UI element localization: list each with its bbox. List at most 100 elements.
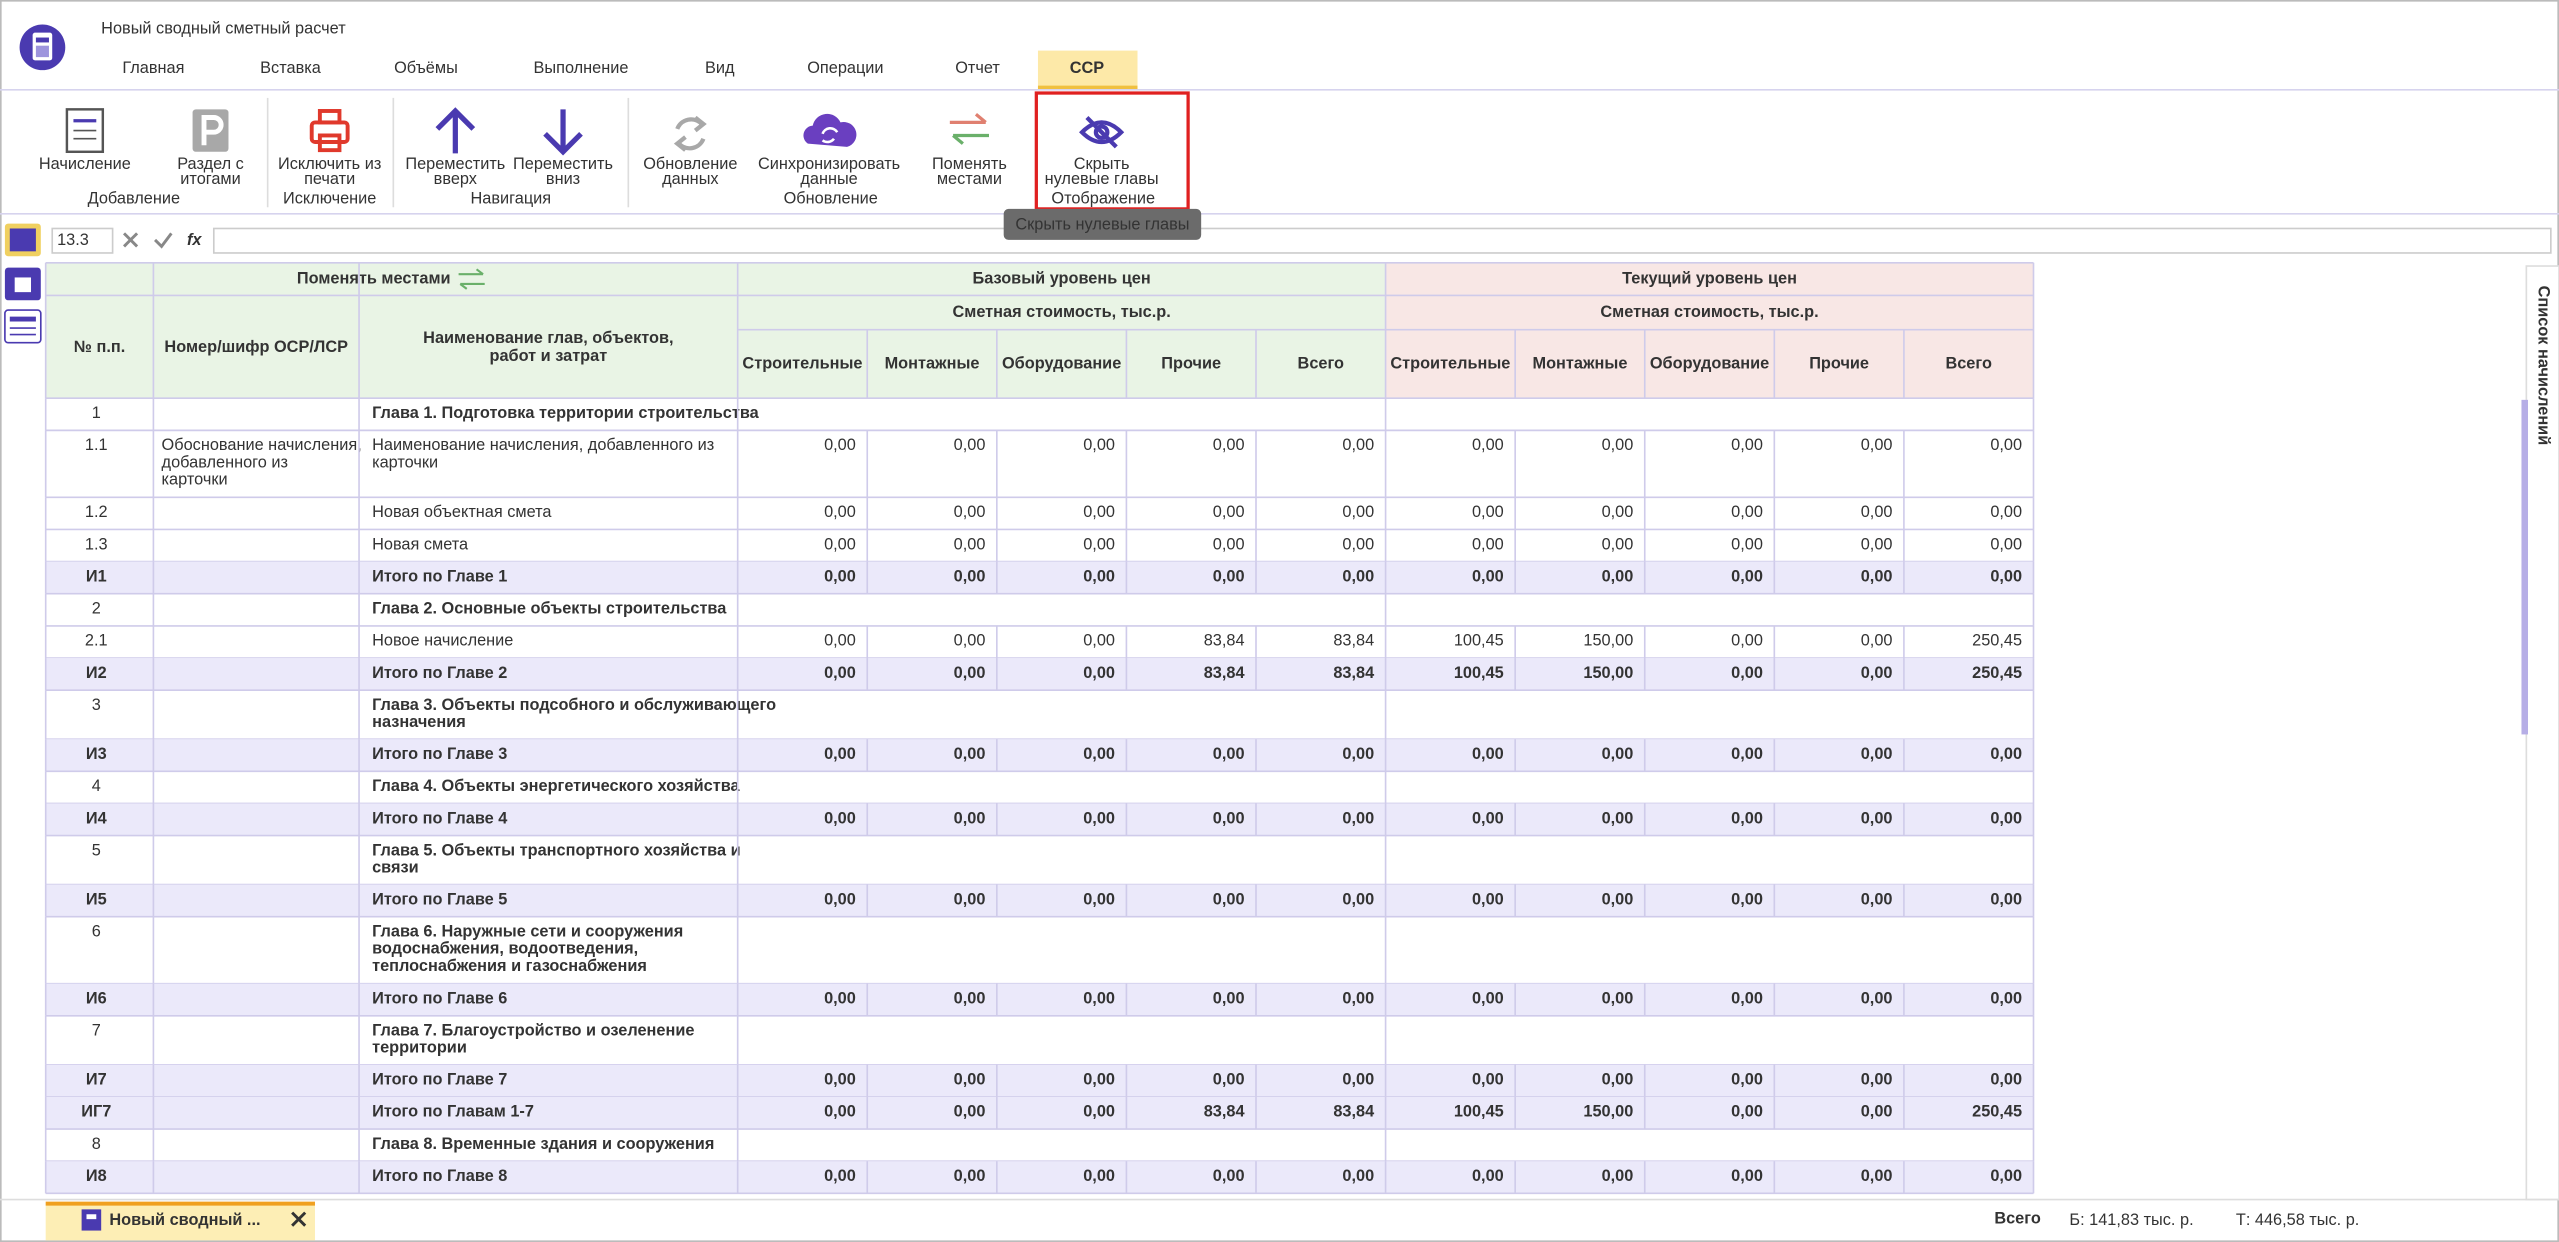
- cell-value: 0,00: [1990, 535, 2022, 553]
- cell-value: 0,00: [1861, 745, 1893, 763]
- row-name: Глава 1. Подготовка территории строитель…: [372, 404, 760, 422]
- cell-value: 0,00: [1083, 989, 1115, 1007]
- cell-value: 0,00: [1342, 989, 1374, 1007]
- ribbon-button-label[interactable]: нулевые главы: [1045, 170, 1159, 188]
- row-name: Новое начисление: [372, 632, 513, 650]
- cell-value: 0,00: [1472, 503, 1504, 521]
- row-name: Новая объектная смета: [372, 503, 552, 521]
- cell-value: 0,00: [954, 436, 986, 454]
- ribbon-button-label[interactable]: Переместить: [513, 155, 613, 173]
- row-name: Итого по Главе 5: [372, 890, 507, 908]
- menu-tab[interactable]: Объёмы: [394, 59, 458, 77]
- menu-tab[interactable]: Вставка: [260, 59, 322, 77]
- cell-value: 0,00: [824, 664, 856, 682]
- row-number: 7: [92, 1022, 101, 1040]
- ribbon-button-label[interactable]: данные: [800, 170, 857, 188]
- menu-tab[interactable]: Вид: [705, 59, 735, 77]
- cell-value: 0,00: [1083, 809, 1115, 827]
- cell-value: 0,00: [1213, 989, 1245, 1007]
- cell-value: 0,00: [1731, 989, 1763, 1007]
- row-number: 4: [92, 777, 101, 795]
- row-name: Итого по Главе 2: [372, 664, 507, 682]
- cell-value: 0,00: [1602, 989, 1634, 1007]
- swap-icon: [458, 268, 485, 290]
- menu-tab[interactable]: Выполнение: [534, 59, 629, 77]
- cell-value: 250,45: [1972, 1103, 2022, 1121]
- cell-value: 0,00: [1731, 890, 1763, 908]
- row-name: Наименование начисления, добавленного из: [372, 436, 714, 454]
- cell-value: 0,00: [824, 503, 856, 521]
- row-name: Глава 7. Благоустройство и озеленение: [372, 1022, 694, 1040]
- ribbon-button-label[interactable]: Поменять: [932, 155, 1007, 173]
- scrollbar: [2521, 399, 2528, 735]
- cell-value: 0,00: [954, 535, 986, 553]
- ribbon-button-label[interactable]: местами: [937, 170, 1002, 188]
- cell-value: 0,00: [1990, 503, 2022, 521]
- side-icons: [4, 223, 42, 344]
- cell-value: 0,00: [1342, 503, 1374, 521]
- arrow-down-icon: [543, 109, 583, 156]
- cell-value: 0,00: [1602, 535, 1634, 553]
- cell-value: 250,45: [1972, 632, 2022, 650]
- total-row-bg: [45, 561, 2034, 594]
- menu-tab[interactable]: Операции: [807, 59, 883, 77]
- column-header: Строительные: [742, 354, 862, 372]
- cell-value: 0,00: [824, 1103, 856, 1121]
- cell-value: 0,00: [1861, 1103, 1893, 1121]
- cell-value: 0,00: [954, 1103, 986, 1121]
- status-base: Б: 141,83 тыс. р.: [2069, 1211, 2193, 1229]
- cell-value: 0,00: [1472, 745, 1504, 763]
- cell-box[interactable]: [51, 227, 114, 254]
- menu-tab[interactable]: Отчет: [955, 59, 1000, 77]
- cell-value: 0,00: [1342, 890, 1374, 908]
- menu-tab[interactable]: Главная: [122, 59, 184, 77]
- row-name: Глава 5. Объекты транспортного хозяйства…: [372, 841, 741, 859]
- ribbon-button-label[interactable]: Исключить из: [278, 155, 381, 173]
- ribbon-group-label: Исключение: [283, 189, 376, 207]
- ribbon-button-label[interactable]: вверх: [434, 170, 477, 188]
- column-header: № п.п.: [74, 338, 125, 356]
- cancel-icon[interactable]: [122, 232, 139, 248]
- ribbon-button-label[interactable]: Начисление: [39, 155, 131, 173]
- ribbon-button-label[interactable]: Скрыть: [1074, 155, 1130, 173]
- cell-value: 0,00: [1602, 436, 1634, 454]
- ribbon-button-label[interactable]: Переместить: [405, 155, 505, 173]
- swap-header[interactable]: Поменять местами: [297, 269, 451, 287]
- row-number: И4: [86, 809, 107, 827]
- cell-value: 0,00: [1861, 890, 1893, 908]
- cell-value: 0,00: [1213, 503, 1245, 521]
- ribbon-icons: [65, 107, 1125, 156]
- arrow-up-icon: [435, 107, 476, 154]
- ribbon-button-label[interactable]: печати: [304, 170, 355, 188]
- total-row-bg: [45, 1064, 2034, 1097]
- document-tab-label[interactable]: Новый сводный ...: [109, 1211, 260, 1229]
- row-number: 1.2: [85, 503, 108, 521]
- cell-value: 0,00: [1472, 890, 1504, 908]
- total-row-bg: [45, 1161, 2034, 1194]
- cell-value: 0,00: [954, 503, 986, 521]
- cell-value: 0,00: [1602, 1071, 1634, 1089]
- cell-value: 0,00: [1083, 503, 1115, 521]
- cell-value: 0,00: [1731, 567, 1763, 585]
- cell-value: 0,00: [1083, 1167, 1115, 1185]
- cell-value: 100,45: [1454, 632, 1504, 650]
- cell-value: 0,00: [1342, 1167, 1374, 1185]
- formula-input[interactable]: [212, 227, 2552, 254]
- row-number: 5: [92, 841, 101, 859]
- ribbon-button-label[interactable]: вниз: [546, 170, 580, 188]
- close-tab-icon[interactable]: [291, 1211, 307, 1227]
- cell-value: 0,00: [1990, 890, 2022, 908]
- row-number: 6: [92, 923, 101, 941]
- menu-tab[interactable]: ССР: [1070, 59, 1105, 77]
- cell-value: 0,00: [1602, 1167, 1634, 1185]
- row-name: Итого по Главе 3: [372, 745, 507, 763]
- cell-value: 0,00: [954, 1071, 986, 1089]
- cell-value: 0,00: [1472, 535, 1504, 553]
- window-title: Новый сводный сметный расчет: [101, 20, 346, 38]
- cell-value: 0,00: [1990, 1167, 2022, 1185]
- confirm-icon[interactable]: [154, 232, 173, 249]
- side-panel-label[interactable]: Список начислений: [2534, 286, 2552, 446]
- ribbon-button-label[interactable]: Синхронизировать: [758, 155, 900, 173]
- cell-value: 0,00: [1731, 664, 1763, 682]
- cell-value: 0,00: [1342, 567, 1374, 585]
